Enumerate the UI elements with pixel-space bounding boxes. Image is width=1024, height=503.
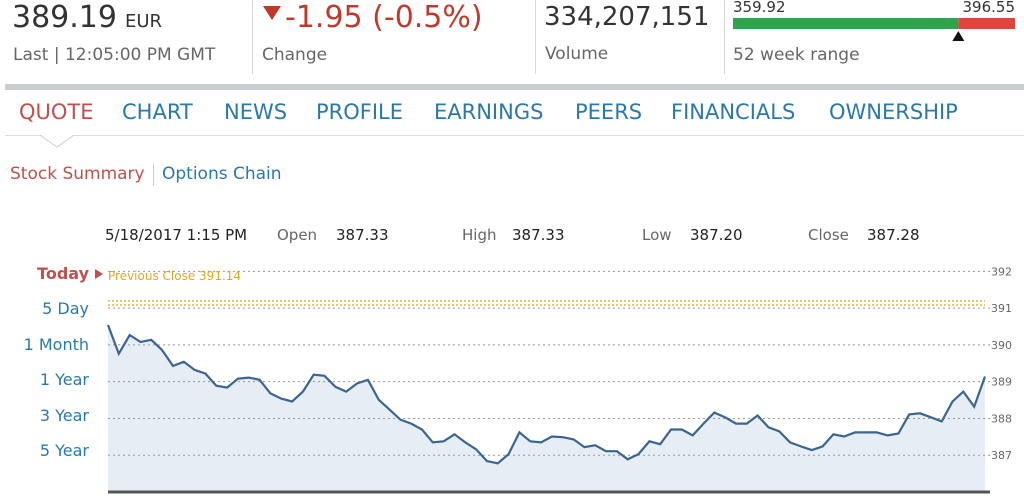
active-caret bbox=[40, 135, 74, 148]
tab[interactable]: PEERS bbox=[575, 100, 643, 124]
tab-underline bbox=[5, 135, 1024, 136]
change: -1.95 (-0.5%) bbox=[285, 0, 483, 35]
tab[interactable]: FINANCIALS bbox=[671, 100, 796, 124]
previous-close-value: 391.14 bbox=[199, 269, 242, 283]
range-link[interactable]: 1 Month bbox=[23, 334, 89, 354]
active-range-arrow bbox=[95, 269, 103, 279]
divider bbox=[5, 84, 1024, 90]
separator bbox=[535, 0, 536, 74]
tab[interactable]: QUOTE bbox=[19, 100, 94, 124]
separator bbox=[153, 164, 154, 186]
volume-label: Volume bbox=[545, 44, 609, 64]
price-line bbox=[106, 324, 987, 465]
currency: EUR bbox=[125, 11, 163, 32]
range-up bbox=[733, 18, 959, 29]
price: 389.19 bbox=[12, 0, 117, 35]
previous-close-text: Previous Close bbox=[108, 269, 196, 283]
previous-close-label: Previous Close 391.14 bbox=[108, 269, 241, 283]
info-label: Close bbox=[808, 226, 849, 244]
y-tick-label: 388 bbox=[991, 412, 1012, 425]
tab[interactable]: OWNERSHIP bbox=[829, 100, 958, 124]
last-time: 12:05:00 PM GMT bbox=[64, 45, 216, 65]
range-label: 52 week range bbox=[733, 45, 860, 65]
subtab[interactable]: Options Chain bbox=[162, 164, 282, 184]
subtab-active[interactable]: Stock Summary bbox=[10, 164, 145, 184]
y-tick-label: 389 bbox=[991, 376, 1012, 389]
range-link[interactable]: 1 Year bbox=[39, 370, 89, 390]
info-value: 387.28 bbox=[867, 226, 920, 244]
down-arrow bbox=[263, 6, 281, 20]
area-fill bbox=[108, 325, 985, 492]
info-value: 387.33 bbox=[336, 226, 389, 244]
change-label: Change bbox=[262, 45, 328, 65]
separator bbox=[252, 0, 253, 74]
y-tick-label: 392 bbox=[991, 265, 1012, 278]
info-date: 5/18/2017 1:15 PM bbox=[105, 226, 248, 244]
range-link[interactable]: 3 Year bbox=[39, 405, 89, 425]
y-tick-label: 391 bbox=[991, 302, 1012, 315]
volume: 334,207,151 bbox=[544, 2, 710, 32]
info-value: 387.20 bbox=[690, 226, 743, 244]
y-tick-label: 387 bbox=[991, 449, 1012, 462]
info-label: Low bbox=[642, 226, 672, 244]
range-down bbox=[958, 18, 1015, 29]
y-tick-label: 390 bbox=[991, 339, 1012, 352]
range-high: 396.55 bbox=[962, 0, 1016, 16]
range-marker bbox=[952, 31, 965, 41]
tab[interactable]: PROFILE bbox=[316, 100, 404, 124]
tab[interactable]: CHART bbox=[122, 100, 193, 124]
range-link[interactable]: Today bbox=[37, 264, 89, 283]
separator bbox=[724, 0, 725, 74]
last-label: Last | 12:05:00 PM GMT bbox=[13, 45, 216, 65]
info-value: 387.33 bbox=[512, 226, 565, 244]
range-low: 359.92 bbox=[733, 0, 786, 16]
info-label: Open bbox=[277, 226, 318, 244]
tab[interactable]: NEWS bbox=[224, 100, 288, 124]
info-label: High bbox=[462, 226, 497, 244]
last-label-text: Last bbox=[13, 45, 49, 65]
range-link[interactable]: 5 Year bbox=[39, 441, 89, 460]
range-link[interactable]: 5 Day bbox=[42, 299, 89, 319]
tab[interactable]: EARNINGS bbox=[434, 100, 544, 124]
